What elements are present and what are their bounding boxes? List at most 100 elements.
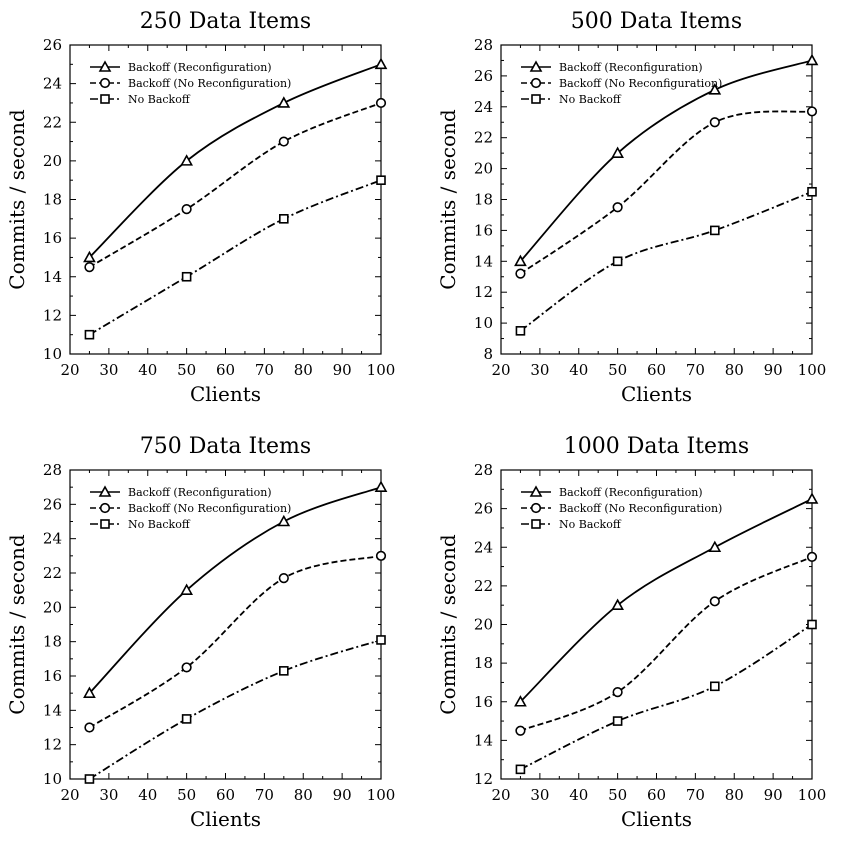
chart-250: 250 Data Items 20 30 40 50 60 70 80 90 100 10 12 14 1…	[5, 9, 395, 406]
data-point-circle	[709, 117, 720, 128]
plot-frame-1000	[500, 469, 813, 780]
y-tick-label: 16	[43, 229, 62, 247]
legend-marker-square	[100, 519, 110, 529]
chart-title-750: 750 Data Items	[140, 434, 311, 459]
chart-panel-250: 250 Data Items 20 30 40 50 60 70 80 90 100 10 12 14 1…	[0, 0, 431, 424]
x-axis-label-750: Clients	[190, 807, 261, 831]
y-tick-label: 20	[43, 598, 62, 616]
y-tick-label: 24	[474, 98, 493, 116]
chart-750: 750 Data Items 20 30 40 50 60 70 80 90 100 10 12 14 1…	[5, 434, 395, 831]
legend-label-triangle: Backoff (Reconfiguration)	[128, 486, 272, 499]
x-tick-label: 30	[99, 786, 118, 804]
data-point-circle	[278, 136, 289, 147]
legend-marker-triangle	[529, 60, 543, 72]
chart-panel-1000: 1000 Data Items 20 30 40 50 60 70 80 90 100 12 14 16…	[431, 425, 862, 849]
series-square-750	[84, 635, 386, 784]
legend-marker-circle	[530, 77, 542, 89]
data-point-circle	[806, 551, 818, 563]
data-point-triangle	[277, 96, 291, 108]
x-tick-label: 40	[569, 786, 588, 804]
y-tick-label: 24	[43, 530, 62, 548]
data-point-square	[612, 256, 623, 267]
series-triangle-750	[83, 480, 388, 698]
y-axis-label-500: Commits / second	[436, 109, 460, 290]
data-point-triangle	[708, 83, 722, 95]
data-point-square	[515, 764, 526, 775]
y-tick-label: 26	[43, 495, 62, 513]
x-axis-label-1000: Clients	[621, 807, 692, 831]
data-point-square	[807, 186, 817, 197]
data-point-circle	[612, 202, 623, 213]
x-tick-label: 60	[647, 361, 666, 379]
data-point-circle	[709, 596, 720, 607]
data-point-triangle	[277, 514, 291, 527]
plot-frame-750	[69, 469, 382, 780]
x-tick-label: 70	[686, 361, 705, 379]
x-tick-label: 80	[725, 361, 744, 379]
x-tick-label: 100	[367, 361, 396, 379]
legend-marker-circle	[530, 502, 542, 514]
data-point-square	[181, 271, 192, 282]
series-line-square	[519, 190, 813, 332]
x-tick-label: 20	[491, 361, 510, 379]
legend-marker-square	[100, 94, 110, 104]
data-point-square	[279, 214, 289, 224]
legend-label-triangle: Backoff (Reconfiguration)	[559, 486, 703, 499]
series-square-250	[84, 175, 386, 340]
y-tick-label: 16	[43, 667, 62, 685]
series-circle-500	[515, 106, 818, 279]
y-tick-label: 28	[474, 36, 493, 54]
y-tick-label: 22	[474, 129, 493, 147]
legend-750: Backoff (Reconfiguration) Backoff (No Rec…	[90, 485, 291, 531]
data-point-triangle	[83, 686, 96, 698]
data-point-triangle	[708, 540, 722, 553]
x-tick-label: 70	[686, 786, 705, 804]
data-point-square	[612, 716, 623, 726]
chart-title-250: 250 Data Items	[140, 9, 311, 34]
series-line-circle	[88, 554, 382, 729]
data-point-circle	[375, 97, 387, 109]
series-line-triangle	[88, 486, 382, 694]
x-axis-label-500: Clients	[621, 382, 692, 406]
data-point-circle	[515, 268, 526, 279]
data-point-square	[807, 619, 817, 630]
x-tick-label: 60	[216, 786, 235, 804]
x-tick-label: 40	[138, 361, 157, 379]
data-point-triangle	[83, 250, 96, 263]
y-tick-label: 18	[474, 191, 493, 209]
series-circle-750	[84, 550, 387, 733]
data-point-triangle	[805, 492, 819, 504]
data-point-square	[515, 326, 526, 336]
series-triangle-1000	[514, 492, 819, 707]
x-axis-label-250: Clients	[190, 382, 261, 406]
x-tick-label: 40	[569, 361, 588, 379]
y-tick-label: 18	[43, 633, 62, 651]
series-line-square	[520, 623, 813, 771]
y-tick-label: 12	[43, 736, 62, 754]
chart-svg-1000: 1000 Data Items 20 30 40 50 60 70 80 90 100 12 14 16…	[436, 434, 826, 831]
series-line-triangle	[519, 498, 813, 703]
y-tick-label: 20	[474, 160, 493, 178]
x-tick-label: 90	[333, 361, 352, 379]
chart-svg-500: 500 Data Items 20 30 40 50 60 70 80 90 100 8 10 12 14…	[436, 9, 826, 406]
y-tick-label: 14	[474, 731, 493, 749]
y-tick-label: 26	[474, 67, 493, 85]
x-tick-label: 50	[608, 786, 627, 804]
data-point-circle	[181, 662, 192, 673]
plot-frame-250	[69, 44, 382, 355]
x-tick-label: 50	[608, 361, 627, 379]
y-tick-label: 8	[483, 345, 493, 363]
legend-marker-square	[531, 519, 541, 529]
x-tick-label: 30	[530, 361, 549, 379]
data-point-triangle	[611, 598, 624, 610]
x-tick-label: 80	[294, 361, 313, 379]
y-tick-label: 24	[43, 75, 62, 93]
data-point-triangle	[374, 57, 388, 70]
legend-marker-triangle	[529, 485, 543, 497]
data-point-circle	[515, 725, 526, 736]
x-tick-label: 80	[294, 786, 313, 804]
chart-svg-750: 750 Data Items 20 30 40 50 60 70 80 90 100 10 12 14 1…	[5, 434, 395, 831]
x-tick-label: 40	[138, 786, 157, 804]
y-tick-label: 20	[474, 616, 493, 634]
series-triangle-250	[83, 57, 388, 263]
